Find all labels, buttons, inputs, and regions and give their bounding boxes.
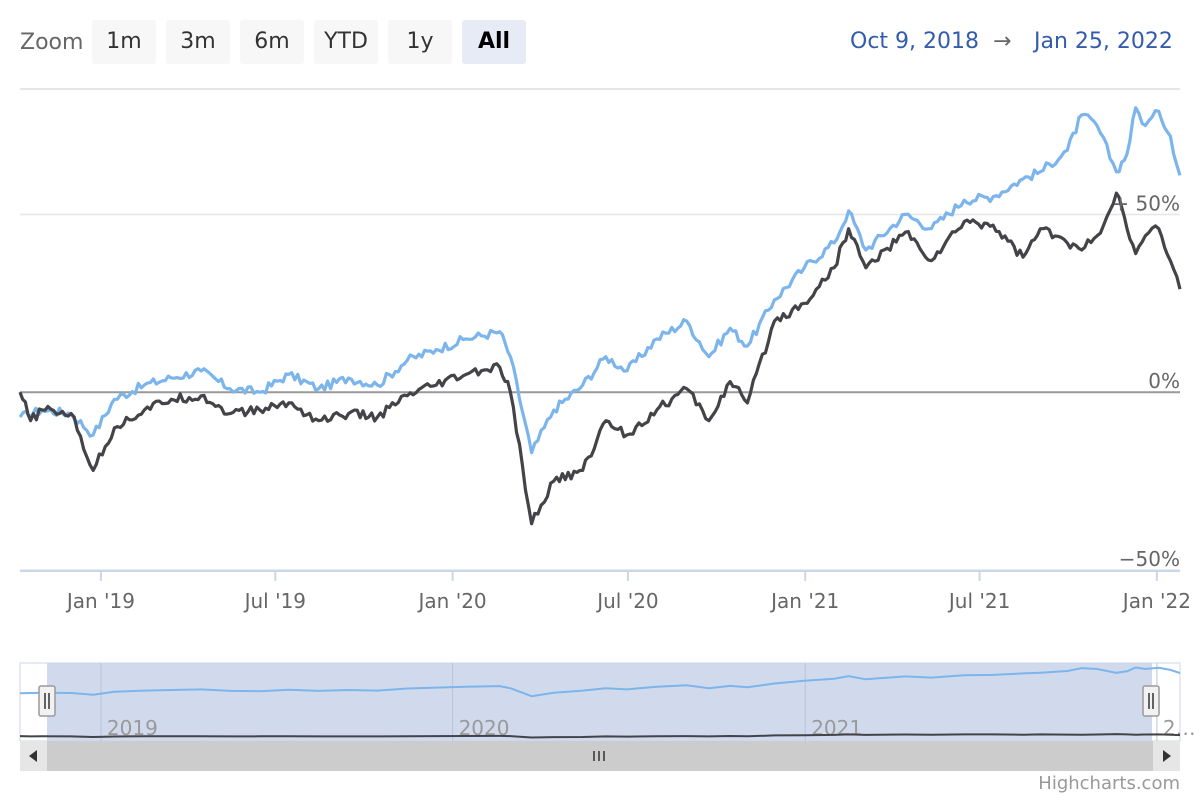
zoom-button-all[interactable]: All [462, 20, 526, 64]
series-line-2 [18, 191, 1182, 526]
y-tick-label-2: −50% [1119, 547, 1180, 571]
navigator-series-2 [19, 733, 1181, 739]
zoom-button-3m[interactable]: 3m [166, 20, 230, 64]
range-selector: Zoom 1m 3m 6m YTD 1y All Oct 9, 2018 → J… [0, 0, 1200, 86]
x-tick-label-5: Jul '21 [947, 589, 1010, 613]
header-divider [20, 88, 1180, 90]
navigator[interactable]: 2019 2020 2021 2… [19, 662, 1196, 742]
zoom-button-ytd[interactable]: YTD [314, 20, 378, 64]
series-line-1 [18, 106, 1182, 455]
navigator-series-1 [19, 666, 1181, 698]
arrow-left-icon [29, 750, 37, 762]
highcharts-credit[interactable]: Highcharts.com [1038, 773, 1180, 794]
x-tick-label-0: Jan '19 [65, 589, 135, 613]
arrow-right-icon [1163, 750, 1171, 762]
scrollbar-right-button[interactable] [1153, 741, 1180, 771]
y-axis-labels: + 50% 0% −50% [1112, 191, 1180, 571]
range-arrow: → [993, 29, 1012, 54]
zoom-button-1y[interactable]: 1y [388, 20, 452, 64]
zoom-button-1m[interactable]: 1m [92, 20, 156, 64]
navigator-handle-right[interactable] [1142, 685, 1160, 717]
scrollbar-thumb[interactable] [47, 741, 1153, 771]
y-grid [20, 213, 1180, 571]
handle-body [38, 685, 56, 717]
handle-body [1142, 685, 1160, 717]
y-tick-label-0: + 50% [1112, 191, 1180, 215]
series-lines [18, 106, 1182, 526]
x-axis: Jan '19 Jul '19 Jan '20 Jul '20 Jan '21 Jul '… [20, 570, 1191, 613]
scrollbar-left-button[interactable] [20, 741, 47, 771]
x-tick-label-3: Jul '20 [595, 589, 658, 613]
zoom-button-6m[interactable]: 6m [240, 20, 304, 64]
scroll-thumb-bg [47, 741, 1153, 771]
x-tick-label-4: Jan '21 [769, 589, 839, 613]
navigator-tick-label-3: 2… [1163, 716, 1196, 740]
range-to-input[interactable]: Jan 25, 2022 [1034, 29, 1173, 54]
scrollbar[interactable] [20, 741, 1180, 771]
range-from-input[interactable]: Oct 9, 2018 [850, 29, 980, 54]
x-tick-label-1: Jul '19 [243, 589, 306, 613]
navigator-handle-left[interactable] [38, 685, 56, 717]
zoom-label: Zoom [20, 30, 84, 55]
x-tick-label-2: Jan '20 [417, 589, 487, 613]
x-tick-label-6: Jan '22 [1121, 589, 1191, 613]
y-tick-label-1: 0% [1148, 369, 1180, 393]
navigator-tick-label-2: 2021 [811, 716, 862, 740]
